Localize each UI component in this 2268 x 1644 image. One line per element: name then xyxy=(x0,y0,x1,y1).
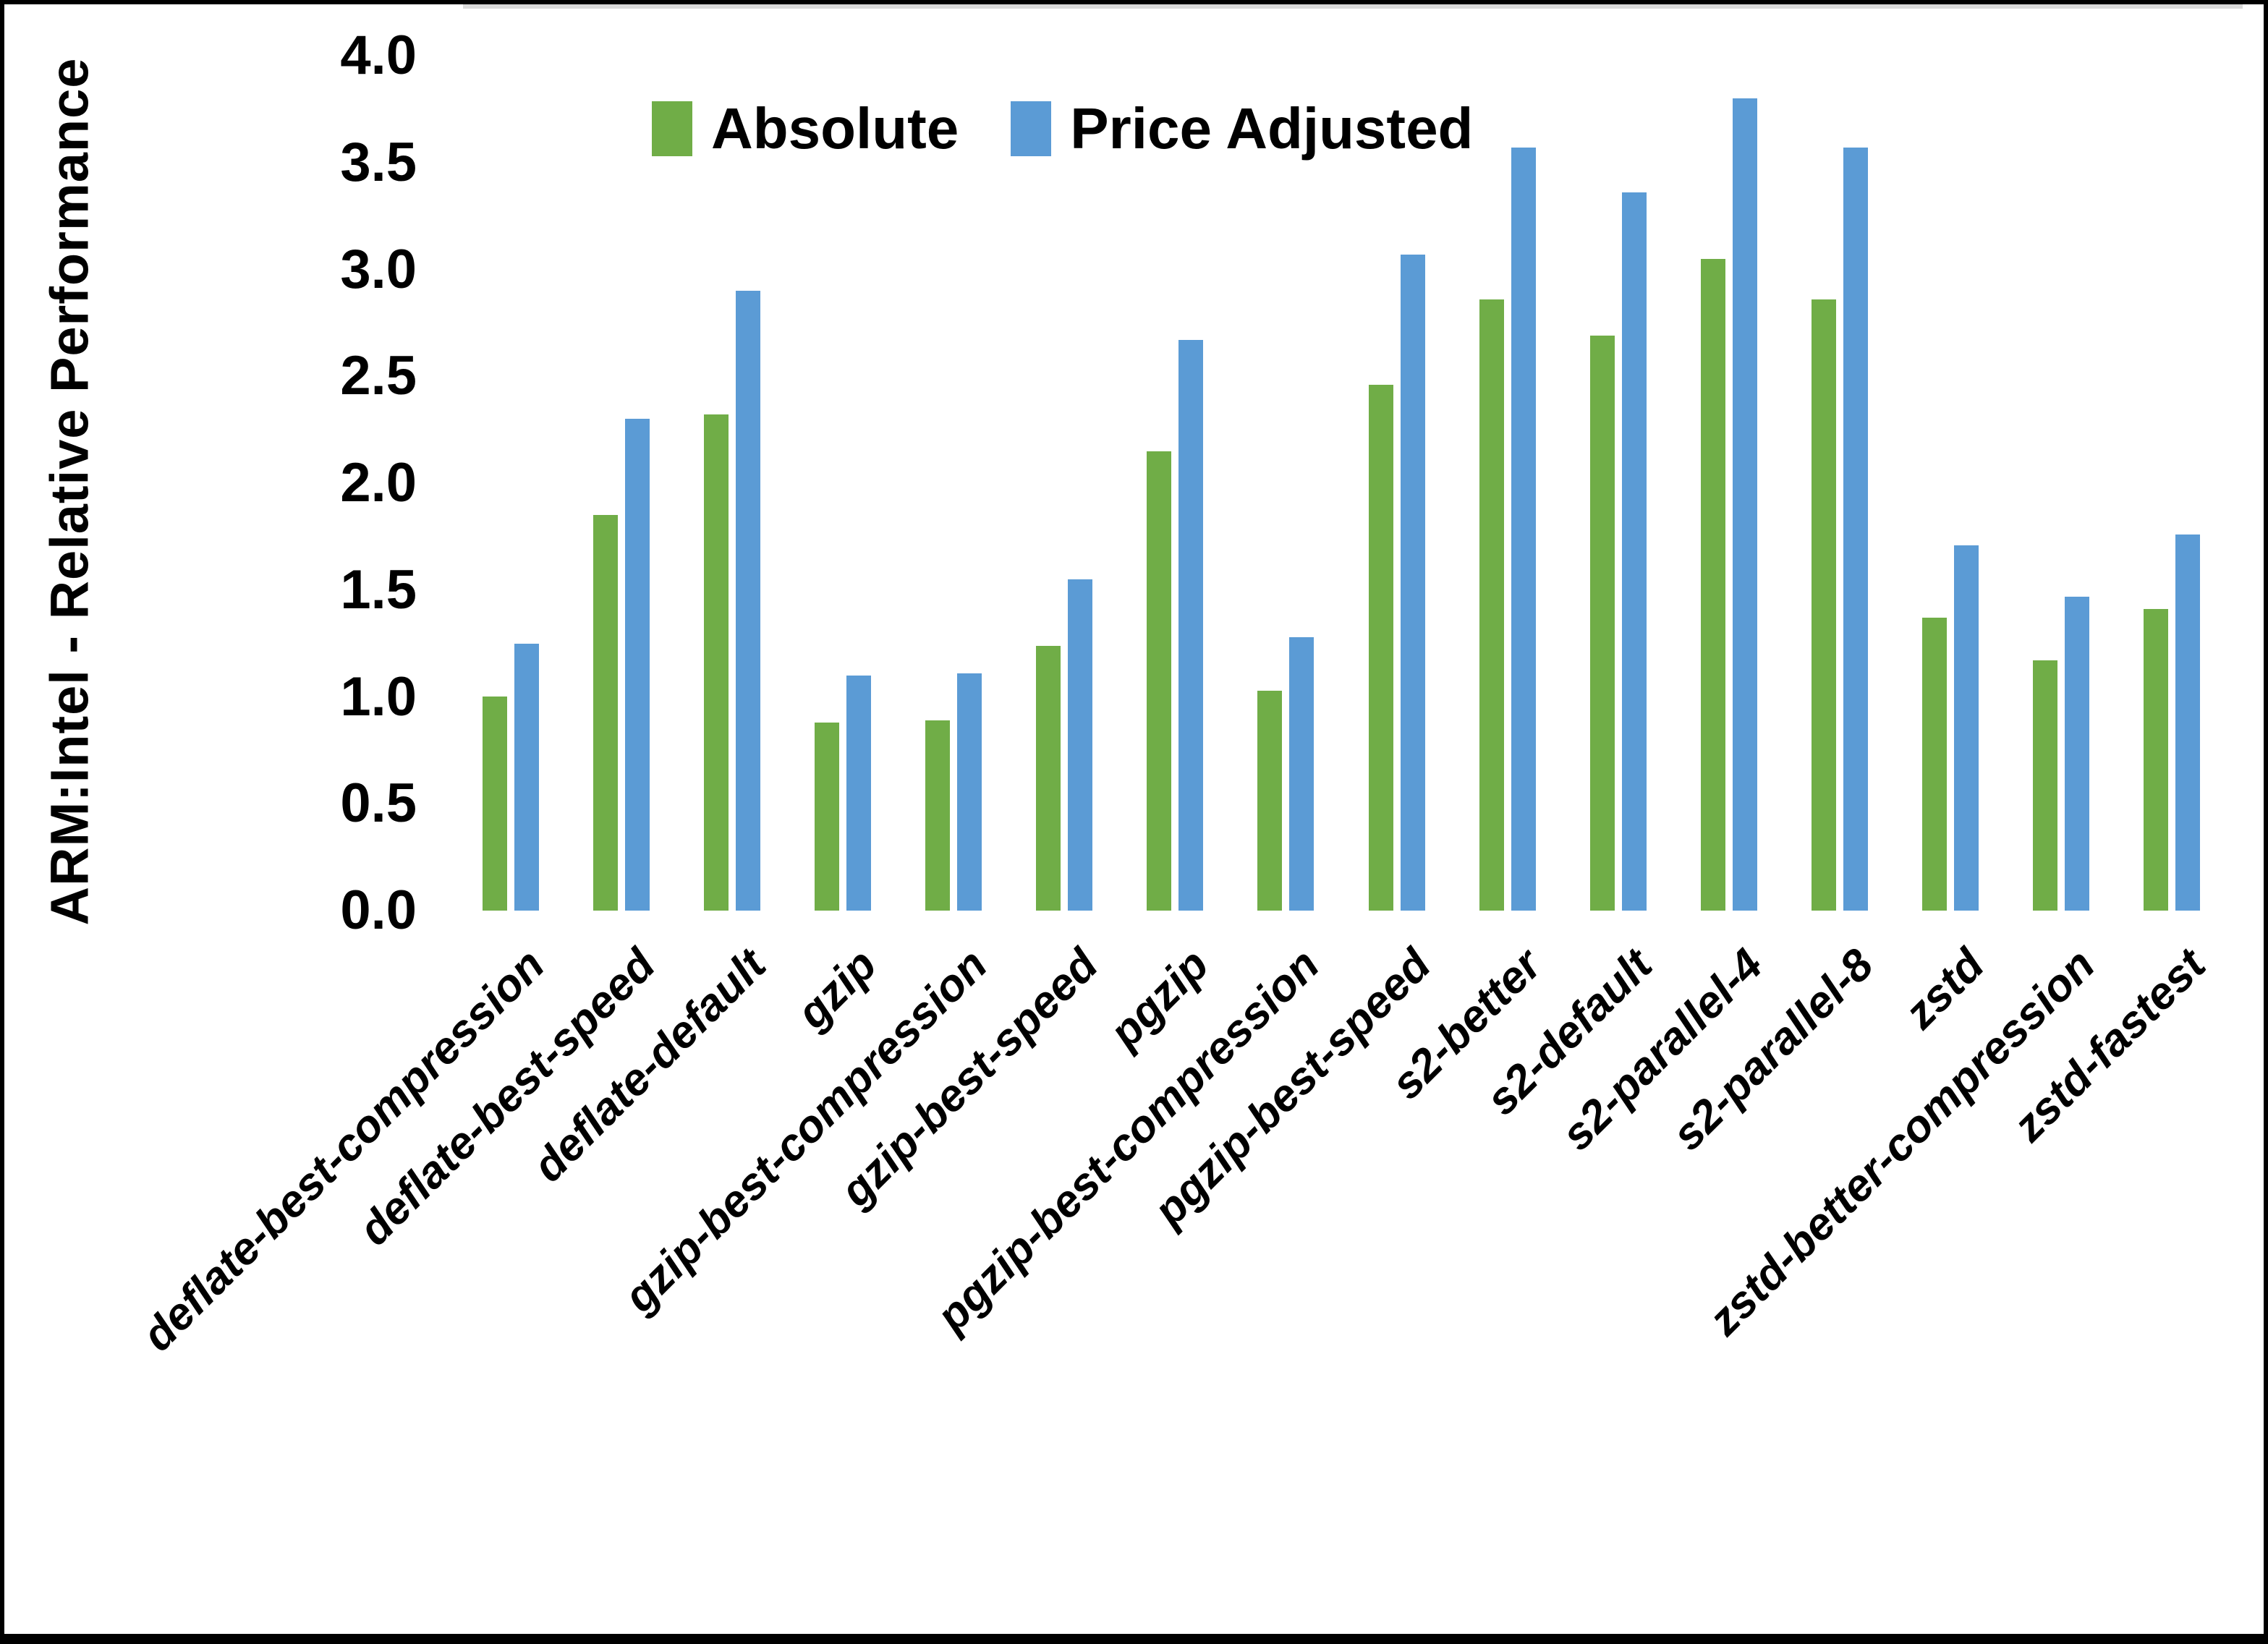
bar-absolute-deflate-best-speed xyxy=(593,515,618,911)
bar-absolute-zstd-fastest xyxy=(2144,609,2168,911)
bar-absolute-pgzip-best-compression xyxy=(1257,691,1282,911)
bar-price-adjusted-gzip-best-speed xyxy=(1068,579,1092,911)
bar-absolute-zstd-better-compression xyxy=(2033,660,2057,911)
bar-price-adjusted-gzip xyxy=(846,676,871,911)
bar-absolute-deflate-default xyxy=(704,414,729,911)
legend-label: Absolute xyxy=(711,96,959,161)
y-tick-label: 0.5 xyxy=(340,772,417,835)
bar-absolute-zstd xyxy=(1922,618,1947,911)
x-axis-line xyxy=(463,4,2243,9)
y-tick-label: 3.0 xyxy=(340,238,417,300)
bar-absolute-gzip-best-speed xyxy=(1036,646,1061,911)
bar-price-adjusted-s2-parallel-4 xyxy=(1733,98,1757,911)
y-tick-label: 4.0 xyxy=(340,25,417,86)
bar-absolute-s2-default xyxy=(1590,336,1615,911)
bar-price-adjusted-gzip-best-compression xyxy=(957,673,982,911)
bar-price-adjusted-zstd-fastest xyxy=(2175,534,2200,911)
legend-item-absolute: Absolute xyxy=(652,100,959,158)
legend-swatch-price-adjusted xyxy=(1011,101,1052,156)
bar-price-adjusted-deflate-best-compression xyxy=(514,644,539,911)
y-tick-label: 1.5 xyxy=(340,558,417,621)
legend: Absolute Price Adjusted xyxy=(652,100,1473,158)
bar-absolute-pgzip xyxy=(1147,451,1171,911)
bar-price-adjusted-zstd-better-compression xyxy=(2065,597,2089,911)
bar-price-adjusted-s2-default xyxy=(1622,192,1647,911)
legend-label: Price Adjusted xyxy=(1070,96,1474,161)
bar-price-adjusted-pgzip xyxy=(1178,340,1203,911)
bar-price-adjusted-s2-parallel-8 xyxy=(1843,148,1868,911)
y-tick-label: 1.0 xyxy=(340,665,417,728)
bar-price-adjusted-deflate-best-speed xyxy=(625,419,650,911)
legend-swatch-absolute xyxy=(652,101,692,156)
bar-absolute-s2-parallel-8 xyxy=(1812,299,1836,911)
bar-price-adjusted-pgzip-best-speed xyxy=(1401,255,1425,911)
y-axis-title: ARM:Intel - Relative Performance xyxy=(39,57,100,926)
bar-price-adjusted-deflate-default xyxy=(736,291,760,911)
bar-price-adjusted-s2-better xyxy=(1511,148,1536,911)
bar-absolute-s2-better xyxy=(1479,299,1504,911)
legend-item-price-adjusted: Price Adjusted xyxy=(1011,100,1473,158)
y-tick-label: 0.0 xyxy=(340,880,417,941)
y-tick-label: 3.5 xyxy=(340,131,417,193)
bar-price-adjusted-zstd xyxy=(1954,545,1979,911)
bar-absolute-deflate-best-compression xyxy=(483,697,507,911)
bar-price-adjusted-pgzip-best-compression xyxy=(1289,637,1314,911)
bar-absolute-s2-parallel-4 xyxy=(1701,259,1725,911)
bar-absolute-gzip-best-compression xyxy=(925,720,950,911)
bar-absolute-gzip xyxy=(815,723,839,911)
y-tick-label: 2.0 xyxy=(340,452,417,514)
y-tick-label: 2.5 xyxy=(340,345,417,407)
bar-absolute-pgzip-best-speed xyxy=(1369,385,1393,911)
